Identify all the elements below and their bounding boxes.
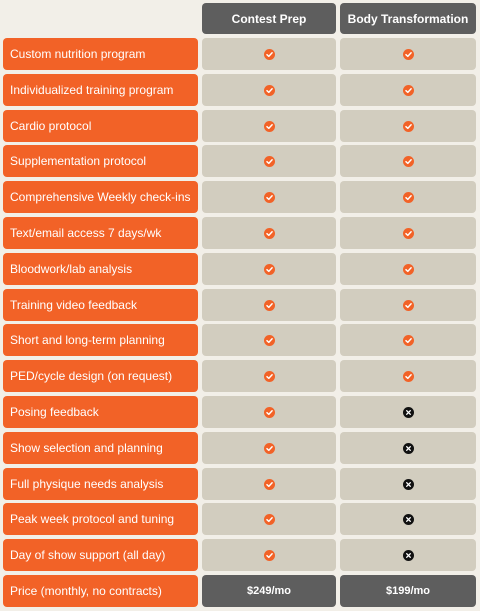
- check-circle-icon: [263, 84, 275, 96]
- feature-row: Posing feedback: [0, 396, 480, 428]
- feature-cell-contest-prep: [202, 217, 336, 249]
- check-circle-icon: [402, 120, 414, 132]
- check-circle-icon: [263, 120, 275, 132]
- feature-row: PED/cycle design (on request): [0, 360, 480, 392]
- check-circle-icon: [402, 370, 414, 382]
- feature-label: Custom nutrition program: [3, 38, 198, 70]
- feature-cell-body-transformation: [340, 396, 476, 428]
- check-circle-icon: [402, 155, 414, 167]
- plan-header-body-transformation: Body Transformation: [340, 3, 476, 34]
- check-circle-icon: [402, 84, 414, 96]
- feature-cell-contest-prep: [202, 324, 336, 356]
- feature-label: Peak week protocol and tuning: [3, 503, 198, 535]
- feature-cell-contest-prep: [202, 253, 336, 285]
- check-circle-icon: [402, 48, 414, 60]
- x-circle-icon: [402, 442, 414, 454]
- feature-cell-contest-prep: [202, 110, 336, 142]
- check-circle-icon: [263, 227, 275, 239]
- feature-cell-contest-prep: [202, 539, 336, 571]
- check-circle-icon: [263, 549, 275, 561]
- feature-cell-body-transformation: [340, 110, 476, 142]
- feature-cell-body-transformation: [340, 432, 476, 464]
- price-label: Price (monthly, no contracts): [3, 575, 198, 607]
- check-circle-icon: [263, 155, 275, 167]
- feature-row: Comprehensive Weekly check-ins: [0, 181, 480, 213]
- feature-cell-contest-prep: [202, 503, 336, 535]
- check-circle-icon: [263, 263, 275, 275]
- feature-label: Show selection and planning: [3, 432, 198, 464]
- feature-cell-body-transformation: [340, 38, 476, 70]
- feature-row: Show selection and planning: [0, 432, 480, 464]
- price-contest-prep: $249/mo: [202, 575, 336, 607]
- check-circle-icon: [402, 334, 414, 346]
- feature-cell-body-transformation: [340, 503, 476, 535]
- check-circle-icon: [263, 191, 275, 203]
- feature-cell-contest-prep: [202, 145, 336, 177]
- plan-header-contest-prep: Contest Prep: [202, 3, 336, 34]
- feature-row: Cardio protocol: [0, 110, 480, 142]
- feature-row: Short and long-term planning: [0, 324, 480, 356]
- feature-cell-body-transformation: [340, 74, 476, 106]
- feature-label: Posing feedback: [3, 396, 198, 428]
- feature-cell-contest-prep: [202, 360, 336, 392]
- x-circle-icon: [402, 549, 414, 561]
- check-circle-icon: [263, 513, 275, 525]
- check-circle-icon: [402, 227, 414, 239]
- x-circle-icon: [402, 478, 414, 490]
- feature-label: Full physique needs analysis: [3, 468, 198, 500]
- feature-cell-body-transformation: [340, 539, 476, 571]
- feature-label: Short and long-term planning: [3, 324, 198, 356]
- feature-cell-body-transformation: [340, 324, 476, 356]
- check-circle-icon: [263, 478, 275, 490]
- feature-cell-body-transformation: [340, 217, 476, 249]
- feature-cell-body-transformation: [340, 289, 476, 321]
- check-circle-icon: [263, 406, 275, 418]
- feature-cell-body-transformation: [340, 253, 476, 285]
- x-circle-icon: [402, 406, 414, 418]
- check-circle-icon: [402, 191, 414, 203]
- feature-row: Bloodwork/lab analysis: [0, 253, 480, 285]
- feature-cell-contest-prep: [202, 396, 336, 428]
- check-circle-icon: [263, 442, 275, 454]
- price-body-transformation: $199/mo: [340, 575, 476, 607]
- check-circle-icon: [263, 48, 275, 60]
- feature-row: Custom nutrition program: [0, 38, 480, 70]
- feature-row: Individualized training program: [0, 74, 480, 106]
- feature-row: Supplementation protocol: [0, 145, 480, 177]
- feature-label: Bloodwork/lab analysis: [3, 253, 198, 285]
- feature-label: Comprehensive Weekly check-ins: [3, 181, 198, 213]
- feature-cell-contest-prep: [202, 74, 336, 106]
- check-circle-icon: [263, 370, 275, 382]
- feature-cell-body-transformation: [340, 181, 476, 213]
- feature-row: Text/email access 7 days/wk: [0, 217, 480, 249]
- feature-label: Text/email access 7 days/wk: [3, 217, 198, 249]
- feature-cell-contest-prep: [202, 181, 336, 213]
- feature-cell-contest-prep: [202, 468, 336, 500]
- feature-row: Full physique needs analysis: [0, 468, 480, 500]
- feature-label: Day of show support (all day): [3, 539, 198, 571]
- feature-cell-body-transformation: [340, 145, 476, 177]
- check-circle-icon: [263, 299, 275, 311]
- feature-cell-contest-prep: [202, 432, 336, 464]
- check-circle-icon: [263, 334, 275, 346]
- price-row: Price (monthly, no contracts) $249/mo $199…: [0, 575, 480, 607]
- feature-label: Supplementation protocol: [3, 145, 198, 177]
- feature-cell-contest-prep: [202, 38, 336, 70]
- feature-row: Peak week protocol and tuning: [0, 503, 480, 535]
- feature-label: Training video feedback: [3, 289, 198, 321]
- check-circle-icon: [402, 263, 414, 275]
- x-circle-icon: [402, 513, 414, 525]
- feature-cell-body-transformation: [340, 468, 476, 500]
- feature-label: Cardio protocol: [3, 110, 198, 142]
- feature-row: Day of show support (all day): [0, 539, 480, 571]
- feature-cell-body-transformation: [340, 360, 476, 392]
- feature-label: Individualized training program: [3, 74, 198, 106]
- feature-label: PED/cycle design (on request): [3, 360, 198, 392]
- feature-row: Training video feedback: [0, 289, 480, 321]
- check-circle-icon: [402, 299, 414, 311]
- feature-cell-contest-prep: [202, 289, 336, 321]
